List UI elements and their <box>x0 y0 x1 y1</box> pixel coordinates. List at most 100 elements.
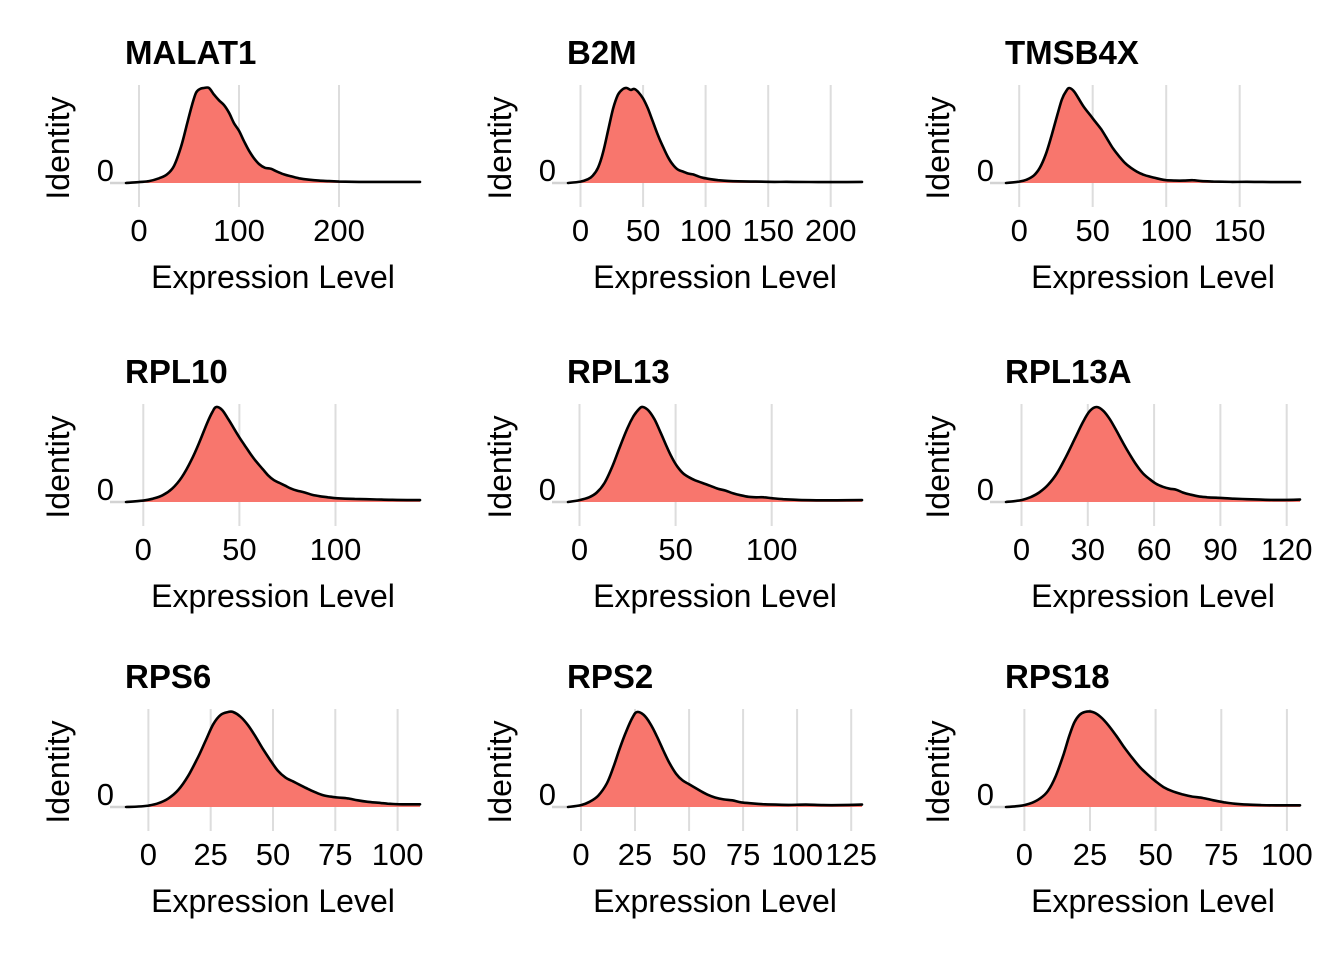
density-plot <box>552 709 864 831</box>
x-tick-label: 50 <box>625 213 661 248</box>
y-tick-label: 0 <box>96 777 114 812</box>
ridge-panel-TMSB4X: TMSB4X Identity 0 Expression Level 0 50 10… <box>896 0 1344 320</box>
x-tick-label: 0 <box>1012 532 1031 567</box>
ridge-panel-RPS18: RPS18 Identity 0 Expression Level 0 25 50 7… <box>896 640 1344 960</box>
x-tick-label: 0 <box>130 213 148 248</box>
ridge-panel-RPL13: RPL13 Identity 0 Expression Level 0 50 100 <box>448 320 896 640</box>
density-curve <box>124 710 422 809</box>
x-tick-label: 50 <box>222 532 257 567</box>
density-plot <box>552 85 864 207</box>
x-axis-label: Expression Level <box>1031 883 1275 919</box>
x-axis-label: Expression Level <box>151 259 395 295</box>
density-area <box>126 406 420 502</box>
x-tick-label: 0 <box>134 532 152 567</box>
x-tick-label: 25 <box>193 837 228 872</box>
panel-title: B2M <box>567 34 637 71</box>
y-tick-label: 0 <box>96 472 114 507</box>
density-plot <box>990 85 1302 207</box>
x-tick-label: 0 <box>1010 213 1028 248</box>
y-tick-label: 0 <box>976 472 994 507</box>
x-tick-label: 200 <box>804 213 857 248</box>
x-tick-label: 150 <box>1213 213 1266 248</box>
x-tick-label: 75 <box>1204 837 1239 872</box>
x-tick-label: 100 <box>679 213 732 248</box>
x-tick-label: 0 <box>570 532 589 567</box>
x-tick-label: 25 <box>617 837 653 872</box>
ridge-panel-RPL13A: RPL13A Identity 0 Expression Level 0 30 60… <box>896 320 1344 640</box>
x-axis-label: Expression Level <box>593 578 837 614</box>
x-tick-label: 0 <box>1015 837 1034 872</box>
x-tick-label: 50 <box>671 837 707 872</box>
x-tick-label: 75 <box>318 837 353 872</box>
x-tick-label: 50 <box>1075 213 1110 248</box>
x-tick-label: 30 <box>1070 532 1106 567</box>
x-tick-label: 75 <box>725 837 761 872</box>
density-plot <box>990 709 1302 831</box>
x-axis-label: Expression Level <box>151 578 395 614</box>
ridge-panel-B2M: B2M Identity 0 Expression Level 0 50 100 15… <box>448 0 896 320</box>
density-curve <box>124 405 422 504</box>
density-area <box>1006 88 1300 183</box>
ridge-panel-RPL10: RPL10 Identity 0 Expression Level 0 50 100 <box>0 320 448 640</box>
density-area <box>568 711 862 807</box>
ridge-panel-RPS2: RPS2 Identity 0 Expression Level 0 25 50 75… <box>448 640 896 960</box>
density-area <box>568 87 862 183</box>
density-plot <box>552 404 864 526</box>
density-curve <box>566 86 864 185</box>
panel-title: RPS18 <box>1005 658 1110 695</box>
density-curve <box>1004 710 1302 809</box>
x-tick-label: 50 <box>255 837 291 872</box>
x-tick-label: 100 <box>1261 837 1313 872</box>
y-tick-label: 0 <box>976 153 994 188</box>
panel-title: MALAT1 <box>125 34 257 71</box>
y-tick-label: 0 <box>96 153 114 188</box>
ridge-panel-RPS6: RPS6 Identity 0 Expression Level 0 25 50 75… <box>0 640 448 960</box>
x-tick-label: 60 <box>1136 532 1172 567</box>
density-area <box>126 711 420 807</box>
x-tick-label: 100 <box>745 532 798 567</box>
y-tick-label: 0 <box>538 153 556 188</box>
y-tick-label: 0 <box>538 472 556 507</box>
x-tick-label: 100 <box>371 837 424 872</box>
panel-title: RPL13 <box>567 353 670 390</box>
x-tick-label: 50 <box>658 532 693 567</box>
density-plot <box>110 85 422 207</box>
x-tick-label: 200 <box>313 213 365 248</box>
density-plot <box>110 404 422 526</box>
x-tick-label: 125 <box>825 837 878 872</box>
panel-title: RPS2 <box>567 658 654 695</box>
x-axis-label: Expression Level <box>151 883 395 919</box>
x-tick-label: 100 <box>213 213 265 248</box>
density-curve <box>1004 86 1302 185</box>
panel-title: TMSB4X <box>1005 34 1139 71</box>
x-tick-label: 25 <box>1072 837 1108 872</box>
x-tick-label: 0 <box>572 837 590 872</box>
x-axis-label: Expression Level <box>593 259 837 295</box>
x-tick-label: 100 <box>771 837 823 872</box>
y-tick-label: 0 <box>976 777 994 812</box>
x-tick-label: 50 <box>1138 837 1173 872</box>
density-curve <box>1004 405 1302 504</box>
x-tick-label: 100 <box>1140 213 1193 248</box>
density-curve <box>566 405 864 504</box>
ridge-panel-MALAT1: MALAT1 Identity 0 Expression Level 0 100 2… <box>0 0 448 320</box>
density-curve <box>566 710 864 809</box>
panel-title: RPL10 <box>125 353 228 390</box>
x-tick-label: 120 <box>1260 532 1313 567</box>
density-area <box>1006 711 1300 807</box>
density-area <box>1006 407 1300 502</box>
x-axis-label: Expression Level <box>1031 578 1275 614</box>
panel-title: RPS6 <box>125 658 212 695</box>
x-tick-label: 0 <box>571 213 590 248</box>
y-tick-label: 0 <box>538 777 556 812</box>
x-axis-label: Expression Level <box>593 883 837 919</box>
panel-title: RPL13A <box>1005 353 1132 390</box>
density-curve <box>124 86 422 185</box>
x-tick-label: 90 <box>1203 532 1238 567</box>
x-tick-label: 0 <box>139 837 158 872</box>
density-plot <box>110 709 422 831</box>
x-tick-label: 100 <box>309 532 362 567</box>
density-plot <box>990 404 1302 526</box>
density-area <box>126 87 420 183</box>
